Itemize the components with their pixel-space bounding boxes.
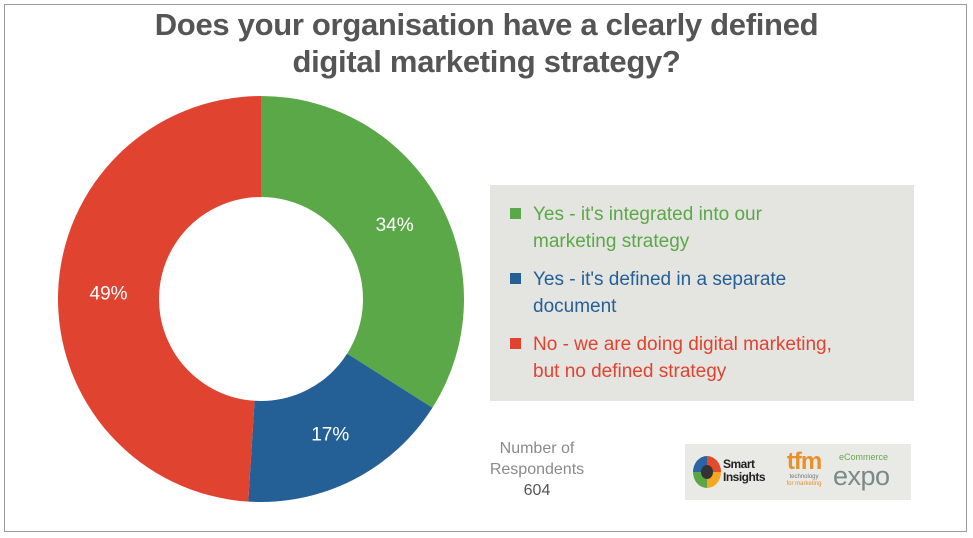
legend-label-separate-line-2: document — [533, 296, 617, 317]
legend-swatch-integrated — [510, 208, 521, 219]
legend-label-integrated-line-1: Yes - it's integrated into our — [533, 204, 762, 225]
slice-label-no-strategy: 49% — [90, 284, 128, 305]
legend-swatch-no-strategy — [510, 338, 521, 349]
respondents-note: Number of Respondents 604 — [482, 438, 592, 501]
tfm-logo: tfm technology for marketing — [780, 450, 828, 496]
chart-title-line-2: digital marketing strategy? — [292, 44, 681, 79]
tfm-tagline-2: for marketing — [786, 481, 822, 487]
ecommerce-expo-top-word: eCommerce — [839, 452, 889, 462]
respondents-label-line-2: Respondents — [489, 461, 585, 478]
smart-insights-word-1: Smart — [723, 457, 755, 471]
slice-label-separate: 17% — [311, 424, 349, 445]
sponsor-logos: Smart Insights tfm technology for market… — [685, 444, 911, 500]
legend-label-no-strategy: No - we are doing digital marketing, but… — [533, 331, 832, 385]
legend-item-separate: Yes - it's defined in a separate documen… — [510, 266, 904, 320]
smart-insights-word-2: Insights — [723, 470, 766, 484]
smart-insights-badge-icon — [693, 456, 721, 488]
chart-title-line-1: Does your organisation have a clearly de… — [154, 7, 819, 42]
legend-swatch-separate — [510, 273, 521, 284]
donut-slice-separate — [248, 353, 433, 502]
smart-insights-logo: Smart Insights — [693, 452, 783, 492]
donut-slice-integrated — [261, 96, 464, 408]
smart-insights-wordmark: Smart Insights — [723, 457, 766, 484]
legend-item-no-strategy: No - we are doing digital marketing, but… — [510, 331, 904, 385]
legend-label-no-strategy-line-1: No - we are doing digital marketing, — [533, 334, 832, 355]
legend-label-separate: Yes - it's defined in a separate documen… — [533, 266, 786, 320]
legend-label-integrated: Yes - it's integrated into our marketing… — [533, 201, 762, 255]
tfm-wordmark: tfm — [786, 448, 822, 475]
tfm-tagline-1: technology — [789, 474, 819, 480]
ecommerce-expo-logo: eCommerce expo — [833, 452, 907, 494]
legend-label-integrated-line-2: marketing strategy — [533, 231, 690, 252]
donut-slice-no-strategy — [57, 96, 261, 502]
slice-label-integrated: 34% — [376, 215, 414, 236]
legend-label-no-strategy-line-2: but no defined strategy — [533, 361, 727, 382]
legend-item-integrated: Yes - it's integrated into our marketing… — [510, 201, 904, 255]
respondents-count: 604 — [523, 482, 551, 499]
ecommerce-expo-main-word: expo — [833, 461, 890, 491]
legend-label-separate-line-1: Yes - it's defined in a separate — [533, 269, 787, 290]
chart-title: Does your organisation have a clearly de… — [0, 6, 973, 80]
respondents-label-line-1: Number of — [499, 440, 575, 457]
legend: Yes - it's integrated into our marketing… — [490, 185, 914, 401]
